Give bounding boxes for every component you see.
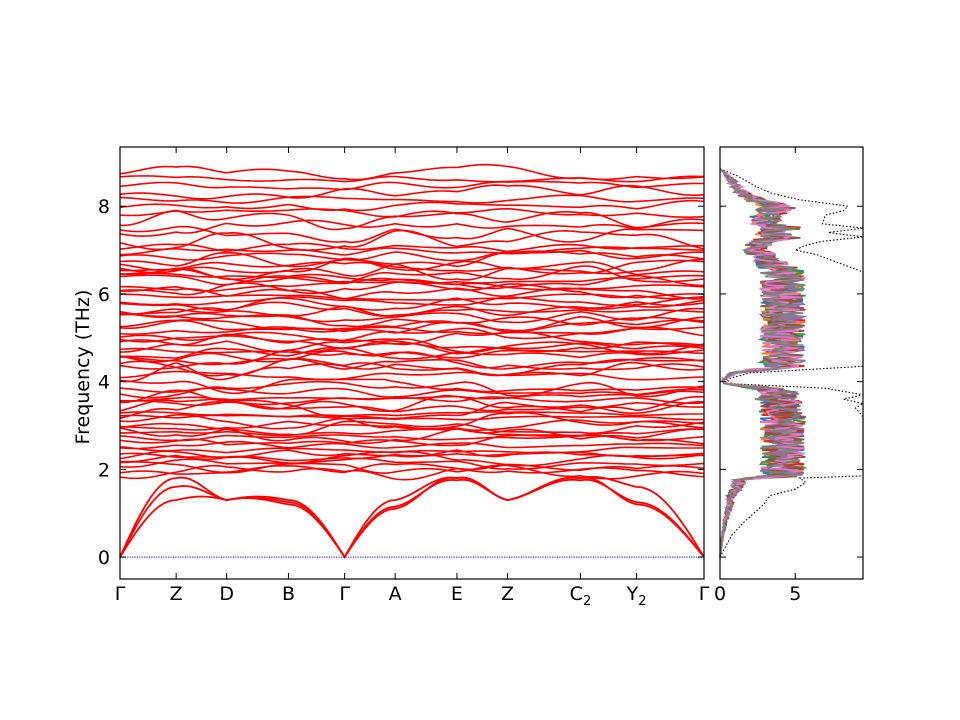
x-tick-label: B bbox=[282, 583, 295, 605]
y-tick-label: 4 bbox=[98, 372, 110, 394]
optical-band-14 bbox=[119, 420, 705, 436]
optical-band-7 bbox=[119, 449, 705, 460]
optical-band-29 bbox=[119, 357, 705, 377]
optical-band-67 bbox=[119, 199, 705, 212]
optical-band-66 bbox=[119, 207, 705, 218]
dos-y-ticks bbox=[720, 205, 863, 558]
optical-band-61 bbox=[119, 242, 704, 253]
optical-band-35 bbox=[119, 338, 705, 355]
optical-band-42 bbox=[119, 312, 705, 328]
x-tick-label: Γ bbox=[699, 583, 710, 605]
y-tick-label: 8 bbox=[98, 196, 110, 218]
x-tick-label: Γ bbox=[115, 583, 126, 605]
optical-band-33 bbox=[119, 346, 705, 360]
band-x-ticks: Γ Z D B Γ A E Z C2 Y2 Γ bbox=[115, 147, 710, 609]
x-tick-label: Z bbox=[170, 583, 183, 605]
optical-band-16 bbox=[119, 412, 705, 431]
acoustic-branch-3 bbox=[119, 478, 705, 559]
band-y-ticks: 0 2 4 6 8 bbox=[98, 196, 704, 569]
optical-band-47 bbox=[119, 296, 705, 307]
optical-band-4 bbox=[119, 457, 705, 470]
acoustic-branch-1 bbox=[119, 475, 705, 559]
optical-band-63 bbox=[119, 225, 705, 244]
optical-band-69 bbox=[119, 184, 705, 200]
optical-band-48 bbox=[120, 293, 705, 301]
band-lines bbox=[119, 163, 705, 559]
x-tick-label: Z bbox=[501, 583, 514, 605]
acoustic-branch-2 bbox=[119, 476, 705, 559]
dos-plot-frame bbox=[719, 146, 864, 580]
optical-band-57 bbox=[119, 257, 705, 275]
dos-x-tick-label: 5 bbox=[789, 583, 801, 605]
optical-band-27 bbox=[119, 370, 705, 381]
optical-band-3 bbox=[119, 461, 705, 474]
optical-band-72 bbox=[119, 163, 705, 181]
y-axis-label: Frequency (THz) bbox=[72, 290, 94, 445]
dos-x-tick-label: 0 bbox=[714, 583, 726, 605]
optical-band-49 bbox=[120, 285, 705, 300]
optical-band-46 bbox=[119, 297, 705, 312]
optical-band-53 bbox=[119, 272, 705, 285]
optical-band-23 bbox=[119, 389, 705, 406]
optical-band-45 bbox=[119, 301, 705, 317]
optical-band-52 bbox=[119, 273, 704, 290]
optical-band-43 bbox=[119, 307, 705, 324]
optical-band-30 bbox=[119, 356, 705, 371]
optical-band-68 bbox=[119, 194, 705, 204]
x-tick-label: Γ bbox=[339, 583, 350, 605]
optical-band-32 bbox=[119, 349, 705, 366]
y-tick-label: 6 bbox=[98, 284, 110, 306]
y-tick-label: 2 bbox=[98, 459, 110, 481]
optical-band-58 bbox=[119, 250, 705, 268]
y-tick-label: 0 bbox=[98, 547, 110, 569]
optical-band-2 bbox=[119, 462, 705, 480]
projected-dos-line-8 bbox=[719, 168, 806, 558]
optical-band-26 bbox=[119, 378, 705, 395]
optical-band-31 bbox=[119, 350, 705, 371]
optical-band-62 bbox=[119, 229, 705, 251]
optical-band-59 bbox=[119, 249, 705, 262]
optical-band-38 bbox=[119, 326, 705, 342]
optical-band-41 bbox=[119, 315, 705, 333]
optical-band-20 bbox=[119, 400, 704, 413]
optical-band-70 bbox=[119, 180, 705, 191]
optical-band-9 bbox=[119, 440, 705, 450]
optical-band-8 bbox=[119, 446, 704, 454]
x-tick-label: A bbox=[389, 583, 402, 605]
optical-band-28 bbox=[119, 361, 705, 383]
optical-band-64 bbox=[119, 218, 705, 237]
x-tick-label: D bbox=[219, 583, 234, 605]
optical-band-56 bbox=[119, 259, 705, 275]
band-plot-frame bbox=[119, 146, 705, 580]
optical-band-36 bbox=[119, 335, 705, 353]
optical-band-21 bbox=[119, 394, 705, 413]
x-tick-label: E bbox=[451, 583, 463, 605]
optical-band-18 bbox=[119, 411, 704, 418]
dos-lines bbox=[719, 168, 865, 558]
